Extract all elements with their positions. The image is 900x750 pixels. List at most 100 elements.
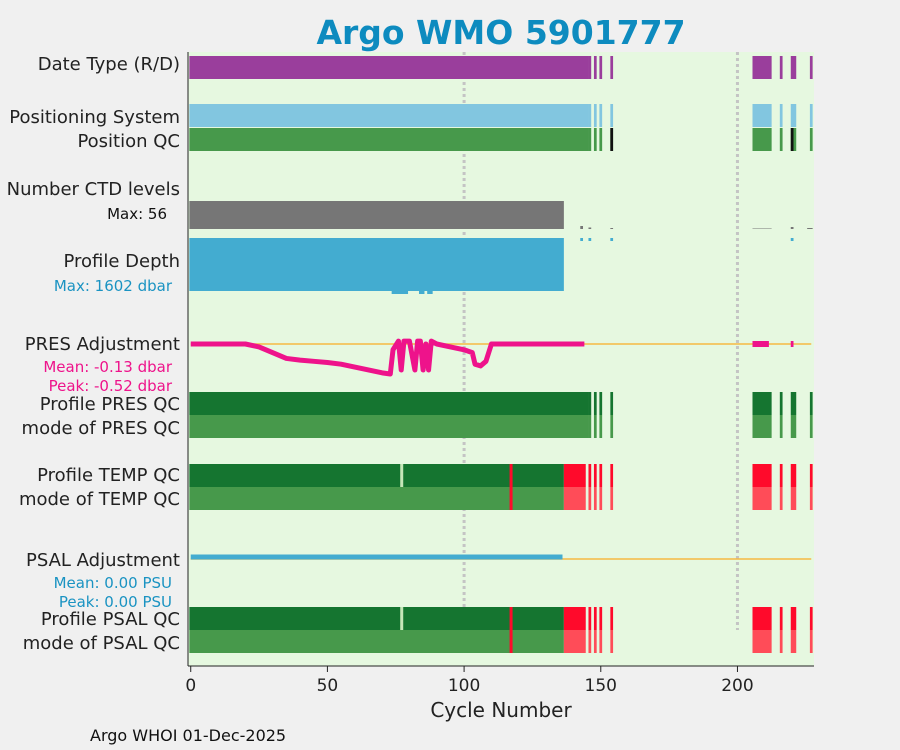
profile-pres-qc-bar-6 bbox=[779, 392, 783, 415]
temp-qc-mode-bad-4 bbox=[610, 487, 614, 510]
profile-depth-max: Max: 1602 dbar bbox=[54, 277, 173, 295]
temp-qc-mode-bad-1 bbox=[588, 487, 592, 510]
positioning-bar-3 bbox=[599, 104, 603, 127]
mode-pres-qc-bar-4 bbox=[610, 415, 614, 438]
position-qc-black-220 bbox=[790, 128, 794, 151]
psal-qc-mode-bad-8 bbox=[809, 630, 813, 653]
profile-pres-qc-bar-0 bbox=[189, 392, 589, 415]
date-type-bar-5 bbox=[752, 56, 772, 79]
psal-qc-profile-gap-77 bbox=[400, 607, 404, 630]
position-qc-bar-8 bbox=[809, 128, 813, 151]
x-axis-ticks: 0 50 100 150 200 bbox=[185, 666, 754, 696]
x-tick-label-50: 50 bbox=[317, 676, 339, 696]
psal-qc-profile-bad-4 bbox=[610, 607, 614, 630]
temp-qc-mode-bad-0 bbox=[563, 487, 586, 510]
x-tick-label-200: 200 bbox=[721, 676, 753, 696]
date-type-bar-8 bbox=[809, 56, 813, 79]
positioning-bar-2 bbox=[593, 104, 597, 127]
x-tick-label-0: 0 bbox=[185, 676, 196, 696]
position-qc-bar-3 bbox=[599, 128, 603, 151]
profile-depth-tail-2 bbox=[427, 291, 433, 294]
psal-qc-profile-bad-3 bbox=[599, 607, 603, 630]
temp-qc-mode-bad-6 bbox=[779, 487, 783, 510]
profile-depth-tick-3 bbox=[790, 238, 794, 241]
footer-credit: Argo WHOI 01-Dec-2025 bbox=[90, 726, 286, 745]
row-label-profile-depth: Profile Depth bbox=[63, 251, 180, 272]
positioning-bar-1 bbox=[588, 104, 592, 127]
temp-qc-profile-bad-8 bbox=[809, 464, 813, 487]
pres-adjustment-line bbox=[190, 338, 585, 377]
x-tick-label-100: 100 bbox=[448, 676, 480, 696]
date-type-bar-6 bbox=[779, 56, 783, 79]
psal-qc-mode-bad-0 bbox=[563, 630, 586, 653]
row-label-position-qc: Position QC bbox=[77, 131, 180, 152]
psal-qc-mode-bad-5 bbox=[752, 630, 772, 653]
psal-qc-profile-bad-8 bbox=[809, 607, 813, 630]
row-label-profile-psal-qc: Profile PSAL QC bbox=[41, 609, 180, 630]
positioning-bar-6 bbox=[779, 104, 783, 127]
temp-qc-profile-gap-77 bbox=[400, 464, 404, 487]
temp-qc-profile-bad-0 bbox=[563, 464, 586, 487]
psal-qc-profile-bad-1 bbox=[588, 607, 592, 630]
psal-qc-profile-good bbox=[189, 607, 564, 630]
mode-pres-qc-bar-8 bbox=[809, 415, 813, 438]
profile-pres-qc-bar-7 bbox=[790, 392, 797, 415]
chart-title: Argo WMO 5901777 bbox=[316, 13, 685, 52]
profile-pres-qc-bar-2 bbox=[593, 392, 597, 415]
positioning-bar-4 bbox=[610, 104, 614, 127]
profile-pres-qc-bar-5 bbox=[752, 392, 772, 415]
ctd-levels-bar-0 bbox=[189, 201, 564, 229]
date-type-bar-3 bbox=[599, 56, 603, 79]
profile-depth-tick-2 bbox=[610, 238, 614, 241]
psal-qc-profile-red-117 bbox=[509, 607, 513, 630]
mode-pres-qc-bar-6 bbox=[779, 415, 783, 438]
mode-pres-qc-bar-2 bbox=[593, 415, 597, 438]
ctd-levels-bar-5 bbox=[790, 227, 794, 229]
temp-qc-profile-good bbox=[189, 464, 564, 487]
psal-qc-profile-bad-0 bbox=[563, 607, 586, 630]
row-label-positioning-system: Positioning System bbox=[9, 107, 180, 128]
temp-qc-mode-bad-8 bbox=[809, 487, 813, 510]
pres-adjustment-extra-0 bbox=[752, 341, 769, 347]
position-qc-bar-5 bbox=[752, 128, 772, 151]
psal-qc-mode-bad-2 bbox=[593, 630, 597, 653]
row-label-psal-adjustment: PSAL Adjustment bbox=[26, 550, 180, 571]
position-qc-bar-2 bbox=[593, 128, 597, 151]
temp-qc-profile-bad-7 bbox=[790, 464, 797, 487]
positioning-bar-7 bbox=[790, 104, 797, 127]
profile-pres-qc-bar-8 bbox=[809, 392, 813, 415]
temp-qc-profile-bad-1 bbox=[588, 464, 592, 487]
profile-depth-tail-1 bbox=[418, 291, 425, 294]
mode-pres-qc-bar-1 bbox=[588, 415, 592, 438]
temp-qc-mode-bad-3 bbox=[599, 487, 603, 510]
profile-depth-bar bbox=[189, 238, 564, 291]
x-tick-label-150: 150 bbox=[585, 676, 617, 696]
row-label-date-type: Date Type (R/D) bbox=[38, 54, 180, 75]
ctd-levels-bar-4 bbox=[752, 228, 772, 229]
date-type-bar-0 bbox=[189, 56, 589, 79]
pres-adjustment-extra-1 bbox=[790, 341, 794, 347]
positioning-bar-5 bbox=[752, 104, 772, 127]
mode-pres-qc-bar-3 bbox=[599, 415, 603, 438]
temp-qc-mode-good bbox=[189, 487, 564, 510]
ctd-levels-bar-3 bbox=[610, 228, 614, 229]
profile-pres-qc-bar-1 bbox=[588, 392, 592, 415]
psal-qc-mode-bad-4 bbox=[610, 630, 614, 653]
profile-pres-qc-bar-4 bbox=[610, 392, 614, 415]
date-type-bar-4 bbox=[610, 56, 614, 79]
temp-qc-mode-bad-5 bbox=[752, 487, 772, 510]
psal-qc-profile-bad-2 bbox=[593, 607, 597, 630]
temp-qc-mode-bad-2 bbox=[593, 487, 597, 510]
profile-depth-tick-0 bbox=[580, 238, 584, 241]
pres-adjustment-peak: Peak: -0.52 dbar bbox=[49, 377, 173, 395]
row-label-ctd-levels: Number CTD levels bbox=[7, 179, 180, 200]
psal-qc-profile-bad-6 bbox=[779, 607, 783, 630]
psal-qc-mode-bad-6 bbox=[779, 630, 783, 653]
position-qc-bar-0 bbox=[189, 128, 589, 151]
temp-qc-profile-red-117 bbox=[509, 464, 513, 487]
profile-depth-tick-1 bbox=[588, 238, 592, 241]
ctd-levels-bar-6 bbox=[807, 228, 813, 229]
temp-qc-profile-bad-6 bbox=[779, 464, 783, 487]
pres-adjustment-mean: Mean: -0.13 dbar bbox=[43, 358, 173, 376]
psal-qc-mode-bad-7 bbox=[790, 630, 797, 653]
